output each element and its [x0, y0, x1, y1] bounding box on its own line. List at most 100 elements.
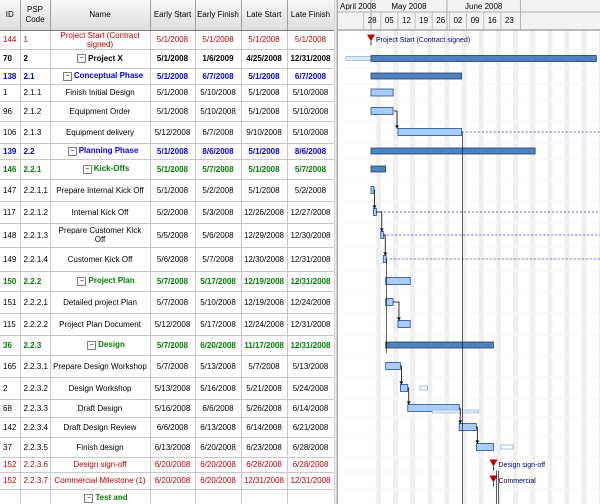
cell-name[interactable]: Commercial Milestone (1): [50, 472, 151, 490]
cell-psp-code[interactable]: 2.2.3.7: [20, 472, 51, 490]
cell-early-finish[interactable]: 5/2/2008: [195, 179, 242, 202]
cell-early-start[interactable]: 5/1/2008: [150, 68, 196, 85]
task-row[interactable]: 148 2.2.1.3 Prepare Customer Kick Off 5/5/2…: [0, 223, 334, 248]
cell-psp-code[interactable]: 2.2.1.2: [20, 201, 51, 224]
cell-early-start[interactable]: 5/7/2008: [150, 271, 196, 292]
cell-early-start[interactable]: 5/5/2008: [150, 223, 196, 248]
cell-early-start[interactable]: 5/2/2008: [150, 201, 196, 224]
cell-id[interactable]: 96: [0, 101, 21, 122]
cell-name[interactable]: − Test and: [50, 489, 151, 504]
task-row[interactable]: − Test and: [0, 489, 334, 504]
task-row[interactable]: 117 2.2.1.2 Internal Kick Off 5/2/2008 5/3/2…: [0, 201, 334, 224]
task-bar[interactable]: [397, 320, 411, 328]
cell-late-finish[interactable]: 12/31/2008: [287, 247, 334, 272]
cell-late-finish[interactable]: 12/31/2008: [287, 335, 334, 356]
task-bar[interactable]: [370, 88, 394, 97]
cell-late-start[interactable]: 6/14/2008: [241, 417, 288, 438]
cell-id[interactable]: 138: [0, 68, 21, 85]
cell-id[interactable]: 165: [0, 355, 21, 378]
collapse-toggle-icon[interactable]: −: [77, 276, 87, 286]
col-header-late-start[interactable]: Late Start: [241, 0, 288, 31]
cell-early-start[interactable]: 5/1/2008: [150, 30, 196, 50]
cell-name[interactable]: − Project Plan: [50, 271, 151, 292]
cell-early-finish[interactable]: 6/20/2008: [195, 437, 242, 458]
cell-late-start[interactable]: 12/29/2008: [241, 223, 288, 248]
cell-late-start[interactable]: 5/1/2008: [241, 84, 288, 102]
task-row[interactable]: 115 2.2.2.2 Project Plan Document 5/12/2008…: [0, 313, 334, 336]
cell-late-finish[interactable]: 5/10/2008: [287, 121, 334, 144]
cell-psp-code[interactable]: 2.2.3.2: [20, 377, 51, 400]
cell-late-finish[interactable]: 12/24/2008: [287, 291, 334, 314]
task-row[interactable]: 151 2.2.2.1 Detailed project Plan 5/7/2008 5…: [0, 291, 334, 314]
cell-psp-code[interactable]: 2.2.1: [20, 159, 51, 180]
cell-name[interactable]: Equipment delivery: [50, 121, 151, 144]
cell-psp-code[interactable]: 2.2.2.1: [20, 291, 51, 314]
cell-id[interactable]: 152: [0, 457, 21, 473]
cell-name[interactable]: − Kick-Offs: [50, 159, 151, 180]
task-row[interactable]: 68 2.2.3.3 Draft Design 5/16/2008 6/6/2008 5/…: [0, 399, 334, 418]
task-bar[interactable]: [400, 384, 409, 392]
cell-name[interactable]: Project Plan Document: [50, 313, 151, 336]
cell-psp-code[interactable]: 2.2.3.4: [20, 417, 51, 438]
cell-psp-code[interactable]: 2.2.1.3: [20, 223, 51, 248]
cell-id[interactable]: 151: [0, 291, 21, 314]
cell-late-finish[interactable]: 5/13/2008: [287, 355, 334, 378]
cell-id[interactable]: 1: [0, 84, 21, 102]
summary-bar[interactable]: [370, 147, 536, 155]
col-header-psp-code[interactable]: PSP Code: [20, 0, 51, 31]
cell-early-start[interactable]: 6/13/2008: [150, 437, 196, 458]
cell-early-start[interactable]: 5/1/2008: [150, 143, 196, 160]
cell-early-finish[interactable]: 5/7/2008: [195, 159, 242, 180]
cell-name[interactable]: Draft Design Review: [50, 417, 151, 438]
cell-name[interactable]: Draft Design: [50, 399, 151, 418]
summary-bar[interactable]: [370, 165, 387, 173]
collapse-toggle-icon[interactable]: −: [87, 340, 97, 350]
task-row[interactable]: 106 2.1.3 Equipment delivery 5/12/2008 6/7/2…: [0, 121, 334, 144]
cell-id[interactable]: [0, 489, 21, 504]
cell-early-finish[interactable]: 5/3/2008: [195, 201, 242, 224]
cell-late-start[interactable]: 12/19/2008: [241, 271, 288, 292]
task-row[interactable]: 37 2.2.3.5 Finish design 6/13/2008 6/20/2008…: [0, 437, 334, 458]
cell-late-start[interactable]: 5/1/2008: [241, 143, 288, 160]
cell-name[interactable]: − Project X: [50, 49, 151, 69]
cell-psp-code[interactable]: 2.1.2: [20, 101, 51, 122]
cell-early-start[interactable]: 5/1/2008: [150, 84, 196, 102]
task-row[interactable]: 36 2.2.3− Design 5/7/2008 6/20/2008 11/17/200…: [0, 335, 334, 356]
cell-late-start[interactable]: 6/28/2008: [241, 457, 288, 473]
cell-late-start[interactable]: 5/1/2008: [241, 101, 288, 122]
task-bar[interactable]: [385, 277, 411, 285]
cell-id[interactable]: 2: [0, 377, 21, 400]
cell-late-finish[interactable]: 5/10/2008: [287, 101, 334, 122]
pane-splitter[interactable]: [334, 0, 338, 504]
summary-bar[interactable]: [370, 72, 463, 80]
cell-early-start[interactable]: 5/1/2008: [150, 179, 196, 202]
task-row[interactable]: 139 2.2− Planning Phase 5/1/2008 8/6/2008 5/1…: [0, 143, 334, 160]
cell-psp-code[interactable]: 2.1: [20, 68, 51, 85]
cell-late-finish[interactable]: 12/31/2008: [287, 49, 334, 69]
task-row[interactable]: 142 2.2.3.4 Draft Design Review 6/6/2008 6/1…: [0, 417, 334, 438]
cell-early-finish[interactable]: 5/17/2008: [195, 313, 242, 336]
cell-late-start[interactable]: 5/1/2008: [241, 179, 288, 202]
cell-late-start[interactable]: 5/1/2008: [241, 68, 288, 85]
cell-early-start[interactable]: 5/1/2008: [150, 49, 196, 69]
cell-early-finish[interactable]: 5/6/2008: [195, 223, 242, 248]
cell-early-finish[interactable]: 6/6/2008: [195, 399, 242, 418]
task-row[interactable]: 152 2.2.3.6 Design sign-off 6/20/2008 6/20/2…: [0, 457, 334, 473]
cell-late-finish[interactable]: 6/28/2008: [287, 437, 334, 458]
cell-late-start[interactable]: 11/17/2008: [241, 335, 288, 356]
collapse-toggle-icon[interactable]: −: [62, 71, 72, 81]
cell-id[interactable]: 148: [0, 223, 21, 248]
task-bar[interactable]: [385, 362, 401, 370]
task-row[interactable]: 165 2.2.3.1 Prepare Design Workshop 5/7/200…: [0, 355, 334, 378]
cell-early-start[interactable]: 5/1/2008: [150, 101, 196, 122]
cell-early-finish[interactable]: 5/1/2008: [195, 30, 242, 50]
cell-name[interactable]: Project Start (Contract signed): [50, 30, 151, 50]
collapse-toggle-icon[interactable]: −: [67, 146, 77, 156]
task-row[interactable]: 70 2− Project X 5/1/2008 1/6/2009 4/25/2008 12…: [0, 49, 334, 69]
cell-psp-code[interactable]: 2.2.3.3: [20, 399, 51, 418]
cell-late-start[interactable]: 12/26/2008: [241, 201, 288, 224]
cell-late-start[interactable]: 12/30/2008: [241, 247, 288, 272]
cell-late-finish[interactable]: 5/24/2008: [287, 377, 334, 400]
task-bar[interactable]: [458, 423, 477, 431]
cell-early-finish[interactable]: 5/17/2008: [195, 271, 242, 292]
